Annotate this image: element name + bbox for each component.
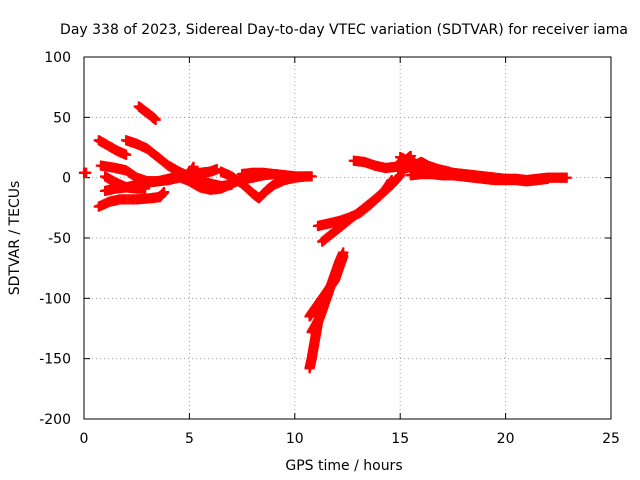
y-tick-label: 100: [44, 50, 71, 66]
series-arc-10: [215, 166, 317, 204]
y-tick-label: 0: [62, 171, 71, 187]
x-tick-label: 15: [391, 431, 409, 447]
y-tick-label: -100: [39, 291, 71, 307]
y-tick-label: -50: [48, 231, 71, 247]
data-point: [159, 187, 170, 198]
y-tick-label: -200: [39, 412, 71, 428]
x-tick-label: 20: [497, 431, 515, 447]
series-arc-7: [99, 171, 151, 194]
data-point: [289, 171, 300, 182]
x-tick-label: 25: [602, 431, 620, 447]
data-point: [121, 149, 132, 160]
grid-lines: [84, 57, 611, 419]
series-arc-8: [93, 187, 170, 212]
data-point: [386, 174, 397, 186]
data-series: [78, 101, 572, 374]
data-point: [188, 161, 199, 172]
data-point: [542, 173, 553, 184]
data-point: [443, 166, 454, 177]
series-arc-20: [392, 156, 454, 177]
data-point: [338, 251, 349, 262]
series-arc-3: [133, 101, 161, 125]
chart-title: Day 338 of 2023, Sidereal Day-to-day VTE…: [60, 22, 628, 38]
series-arc-19: [405, 168, 553, 187]
data-point: [323, 287, 334, 298]
y-tick-label: 50: [53, 110, 71, 126]
data-point: [150, 114, 161, 125]
series-arc-16: [317, 174, 397, 247]
x-tick-label: 10: [286, 431, 304, 447]
series-arc-2: [93, 135, 132, 160]
axis-ticks: 0 5 10 15 20 25 -200 -150 -100 -50 0 50 100: [39, 50, 620, 447]
y-axis-label: SDTVAR / TECUs: [7, 181, 23, 296]
series-arc-14: [306, 287, 334, 338]
data-point: [140, 183, 151, 194]
x-axis-label: GPS time / hours: [285, 458, 402, 474]
y-tick-label: -150: [39, 352, 71, 368]
x-tick-label: 0: [80, 431, 89, 447]
series-arc-1: [78, 167, 92, 178]
data-point: [81, 167, 92, 178]
series-arc-11: [237, 167, 300, 182]
data-point: [306, 171, 317, 182]
data-point: [561, 172, 572, 183]
x-tick-label: 5: [185, 431, 194, 447]
